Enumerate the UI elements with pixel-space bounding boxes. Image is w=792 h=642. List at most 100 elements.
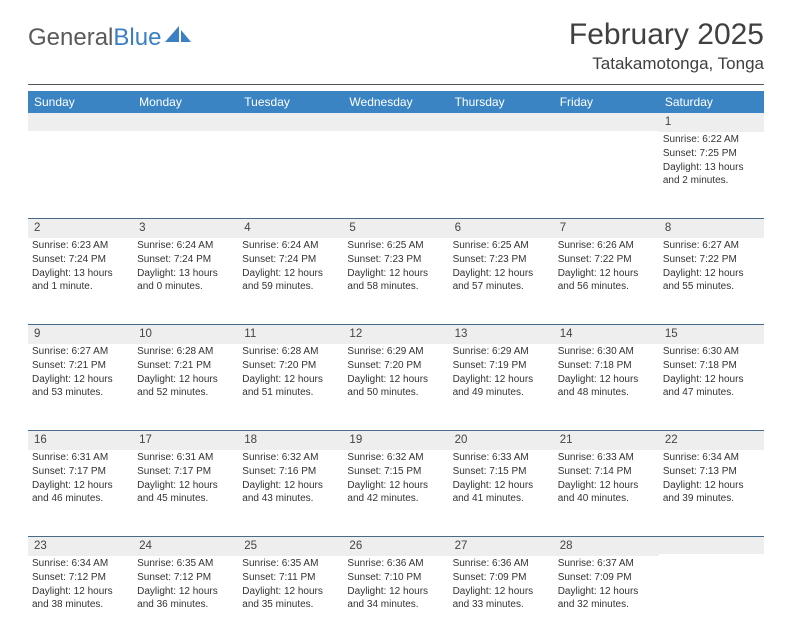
weekday-header: Thursday	[449, 91, 554, 113]
sunrise-text: Sunrise: 6:32 AM	[242, 451, 339, 464]
sunrise-text: Sunrise: 6:33 AM	[453, 451, 550, 464]
day-cell: Sunrise: 6:32 AMSunset: 7:16 PMDaylight:…	[238, 450, 343, 536]
daylight-text: Daylight: 13 hours and 2 minutes.	[663, 161, 760, 187]
sunrise-text: Sunrise: 6:23 AM	[32, 239, 129, 252]
day-cell: Sunrise: 6:31 AMSunset: 7:17 PMDaylight:…	[133, 450, 238, 536]
weekday-header-row: SundayMondayTuesdayWednesdayThursdayFrid…	[28, 91, 764, 113]
day-cell: Sunrise: 6:34 AMSunset: 7:12 PMDaylight:…	[28, 556, 133, 642]
day-cell: Sunrise: 6:23 AMSunset: 7:24 PMDaylight:…	[28, 238, 133, 324]
day-number: 6	[449, 218, 554, 238]
sunset-text: Sunset: 7:09 PM	[453, 571, 550, 584]
daylight-text: Daylight: 12 hours and 40 minutes.	[558, 479, 655, 505]
sunrise-text: Sunrise: 6:35 AM	[137, 557, 234, 570]
day-cell: Sunrise: 6:32 AMSunset: 7:15 PMDaylight:…	[343, 450, 448, 536]
daynum-row: 1	[28, 113, 764, 132]
sunrise-text: Sunrise: 6:31 AM	[137, 451, 234, 464]
sunrise-text: Sunrise: 6:30 AM	[558, 345, 655, 358]
day-cell: Sunrise: 6:37 AMSunset: 7:09 PMDaylight:…	[554, 556, 659, 642]
sunset-text: Sunset: 7:20 PM	[242, 359, 339, 372]
day-content: Sunrise: 6:25 AMSunset: 7:23 PMDaylight:…	[347, 239, 444, 293]
sunrise-text: Sunrise: 6:25 AM	[347, 239, 444, 252]
sunset-text: Sunset: 7:12 PM	[137, 571, 234, 584]
sunset-text: Sunset: 7:24 PM	[32, 253, 129, 266]
daylight-text: Daylight: 12 hours and 45 minutes.	[137, 479, 234, 505]
day-number: 18	[238, 430, 343, 450]
day-cell: Sunrise: 6:25 AMSunset: 7:23 PMDaylight:…	[343, 238, 448, 324]
day-cell: Sunrise: 6:28 AMSunset: 7:21 PMDaylight:…	[133, 344, 238, 430]
daylight-text: Daylight: 12 hours and 35 minutes.	[242, 585, 339, 611]
day-content: Sunrise: 6:27 AMSunset: 7:22 PMDaylight:…	[663, 239, 760, 293]
day-number-empty	[133, 113, 238, 131]
sunrise-text: Sunrise: 6:29 AM	[453, 345, 550, 358]
day-cell: Sunrise: 6:36 AMSunset: 7:09 PMDaylight:…	[449, 556, 554, 642]
day-cell: Sunrise: 6:25 AMSunset: 7:23 PMDaylight:…	[449, 238, 554, 324]
sunset-text: Sunset: 7:17 PM	[137, 465, 234, 478]
header-divider	[28, 84, 764, 85]
day-content: Sunrise: 6:36 AMSunset: 7:10 PMDaylight:…	[347, 557, 444, 611]
daylight-text: Daylight: 12 hours and 59 minutes.	[242, 267, 339, 293]
sunset-text: Sunset: 7:11 PM	[242, 571, 339, 584]
sunrise-text: Sunrise: 6:27 AM	[32, 345, 129, 358]
daylight-text: Daylight: 12 hours and 41 minutes.	[453, 479, 550, 505]
daylight-text: Daylight: 12 hours and 38 minutes.	[32, 585, 129, 611]
day-number-empty	[238, 113, 343, 131]
day-cell	[343, 132, 448, 218]
sunrise-text: Sunrise: 6:28 AM	[242, 345, 339, 358]
content-row: Sunrise: 6:31 AMSunset: 7:17 PMDaylight:…	[28, 450, 764, 536]
daylight-text: Daylight: 12 hours and 32 minutes.	[558, 585, 655, 611]
sunset-text: Sunset: 7:12 PM	[32, 571, 129, 584]
weekday-header: Friday	[554, 91, 659, 113]
daylight-text: Daylight: 12 hours and 43 minutes.	[242, 479, 339, 505]
day-content: Sunrise: 6:33 AMSunset: 7:14 PMDaylight:…	[558, 451, 655, 505]
daylight-text: Daylight: 12 hours and 53 minutes.	[32, 373, 129, 399]
day-content: Sunrise: 6:31 AMSunset: 7:17 PMDaylight:…	[32, 451, 129, 505]
day-number: 4	[238, 218, 343, 238]
sunset-text: Sunset: 7:22 PM	[663, 253, 760, 266]
day-content: Sunrise: 6:26 AMSunset: 7:22 PMDaylight:…	[558, 239, 655, 293]
day-cell: Sunrise: 6:27 AMSunset: 7:22 PMDaylight:…	[659, 238, 764, 324]
day-content: Sunrise: 6:28 AMSunset: 7:20 PMDaylight:…	[242, 345, 339, 399]
sunrise-text: Sunrise: 6:36 AM	[347, 557, 444, 570]
sunrise-text: Sunrise: 6:28 AM	[137, 345, 234, 358]
day-cell: Sunrise: 6:33 AMSunset: 7:15 PMDaylight:…	[449, 450, 554, 536]
day-cell: Sunrise: 6:33 AMSunset: 7:14 PMDaylight:…	[554, 450, 659, 536]
day-number-empty	[343, 113, 448, 131]
day-cell: Sunrise: 6:29 AMSunset: 7:20 PMDaylight:…	[343, 344, 448, 430]
daylight-text: Daylight: 12 hours and 42 minutes.	[347, 479, 444, 505]
day-content: Sunrise: 6:22 AMSunset: 7:25 PMDaylight:…	[663, 133, 760, 187]
day-number: 7	[554, 218, 659, 238]
day-content: Sunrise: 6:34 AMSunset: 7:13 PMDaylight:…	[663, 451, 760, 505]
weekday-header: Saturday	[659, 91, 764, 113]
daynum-row: 2345678	[28, 218, 764, 238]
day-cell: Sunrise: 6:34 AMSunset: 7:13 PMDaylight:…	[659, 450, 764, 536]
day-cell: Sunrise: 6:28 AMSunset: 7:20 PMDaylight:…	[238, 344, 343, 430]
day-cell: Sunrise: 6:36 AMSunset: 7:10 PMDaylight:…	[343, 556, 448, 642]
sunrise-text: Sunrise: 6:34 AM	[32, 557, 129, 570]
title-block: February 2025 Tatakamotonga, Tonga	[569, 18, 764, 74]
daynum-row: 9101112131415	[28, 324, 764, 344]
sunrise-text: Sunrise: 6:29 AM	[347, 345, 444, 358]
calendar-body: 1Sunrise: 6:22 AMSunset: 7:25 PMDaylight…	[28, 113, 764, 642]
daylight-text: Daylight: 12 hours and 48 minutes.	[558, 373, 655, 399]
logo-text-blue: Blue	[113, 24, 161, 52]
sunrise-text: Sunrise: 6:22 AM	[663, 133, 760, 146]
day-number: 11	[238, 324, 343, 344]
sunrise-text: Sunrise: 6:25 AM	[453, 239, 550, 252]
sunset-text: Sunset: 7:10 PM	[347, 571, 444, 584]
daynum-row: 232425262728	[28, 536, 764, 556]
sunset-text: Sunset: 7:24 PM	[242, 253, 339, 266]
day-content: Sunrise: 6:33 AMSunset: 7:15 PMDaylight:…	[453, 451, 550, 505]
day-number: 12	[343, 324, 448, 344]
daylight-text: Daylight: 12 hours and 34 minutes.	[347, 585, 444, 611]
day-number: 5	[343, 218, 448, 238]
daylight-text: Daylight: 12 hours and 39 minutes.	[663, 479, 760, 505]
day-number: 25	[238, 536, 343, 556]
calendar-table: SundayMondayTuesdayWednesdayThursdayFrid…	[28, 91, 764, 642]
day-number: 16	[28, 430, 133, 450]
day-number: 8	[659, 218, 764, 238]
content-row: Sunrise: 6:27 AMSunset: 7:21 PMDaylight:…	[28, 344, 764, 430]
sunrise-text: Sunrise: 6:24 AM	[137, 239, 234, 252]
day-cell	[659, 556, 764, 642]
daylight-text: Daylight: 12 hours and 58 minutes.	[347, 267, 444, 293]
daylight-text: Daylight: 12 hours and 47 minutes.	[663, 373, 760, 399]
